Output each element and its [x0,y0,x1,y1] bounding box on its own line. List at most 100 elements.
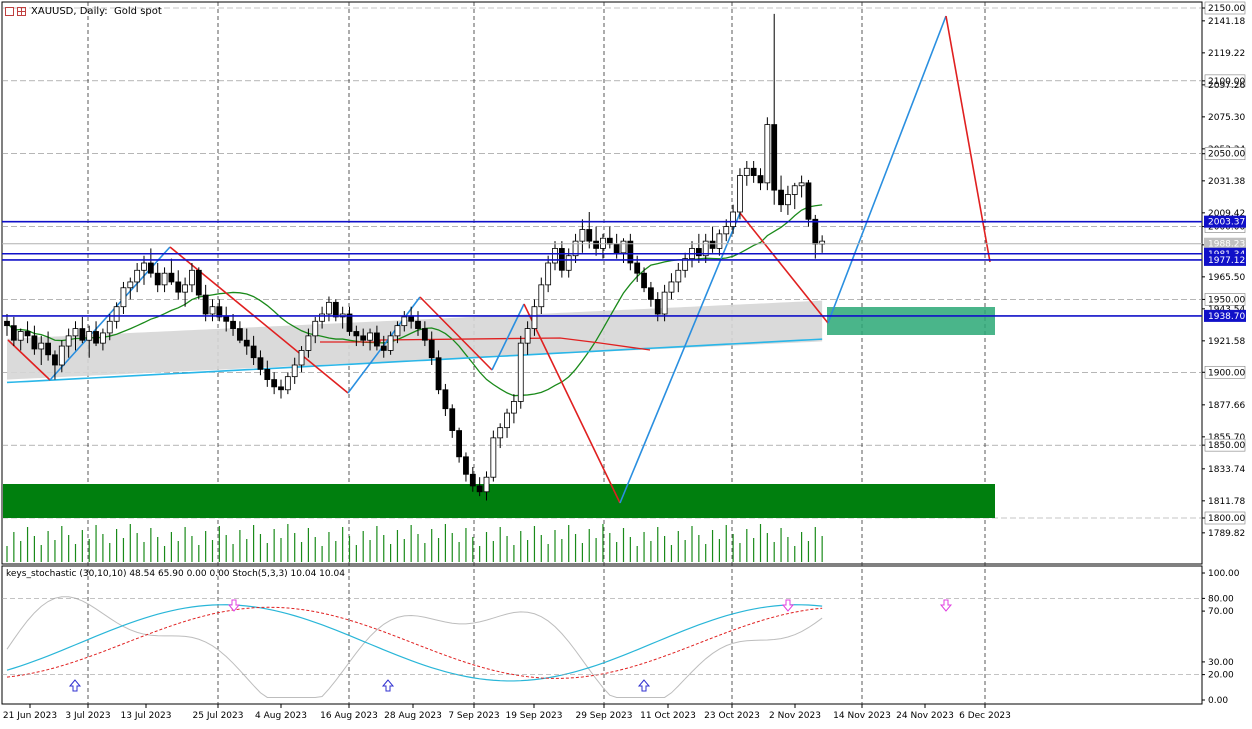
stoch-tick-label: 70.00 [1208,607,1234,617]
candle [805,179,812,227]
zigzag-segment [739,212,829,324]
candle [648,281,654,307]
price-tag-label: 1938.70 [1208,312,1245,322]
date-label: 11 Oct 2023 [640,711,696,721]
date-label: 4 Aug 2023 [255,711,307,721]
demand-zone [3,484,995,518]
candle [565,248,572,278]
candle [702,233,709,263]
zigzag-segment [945,15,991,263]
candle [298,346,305,373]
date-label: 14 Nov 2023 [833,711,891,721]
candle [38,335,45,365]
candle [435,350,442,395]
candle [504,408,510,438]
candle [730,204,736,234]
candle [771,13,778,205]
date-label: 29 Sep 2023 [575,711,632,721]
candle [510,394,517,424]
candle [332,299,339,322]
price-tick-label: 1950.00 [1208,295,1245,305]
table-icon[interactable] [5,7,14,16]
stoch-tick-label: 20.00 [1208,671,1234,681]
candle [723,219,730,242]
main-frame [1,1,1203,565]
candle [579,219,586,253]
candle [641,267,647,293]
candle [517,335,524,409]
candle [106,314,113,341]
candle [552,241,558,271]
price-tag-label: 1988.23 [1208,240,1245,250]
candle [586,212,593,249]
candle [764,117,771,191]
candle [695,233,702,263]
signal-arrow [227,599,241,612]
candle [709,226,716,253]
stoch-signal [6,606,823,679]
candle [620,238,627,263]
price-tag-label: 2003.37 [1208,218,1245,228]
stoch-tick-label: 0.00 [1208,696,1228,706]
candle [737,168,743,220]
date-label: 19 Sep 2023 [505,711,562,721]
candle [257,350,264,376]
price-tick-label: 2031.38 [1208,177,1245,187]
horizontal-levels[interactable] [2,220,1202,317]
candle [209,299,216,322]
price-tick-label: 2050.00 [1208,150,1245,160]
candle [476,477,483,497]
candle [223,306,230,332]
price-tick-label: 1855.70 [1208,433,1245,443]
price-tag [1204,215,1246,228]
candle [4,314,10,336]
price-tick-label: 1850.00 [1208,441,1245,451]
candle [675,263,682,293]
candle [750,161,757,183]
price-tick-label: 1877.66 [1208,401,1245,411]
price-tick-label: 1943.54 [1208,305,1245,315]
candle [373,325,380,351]
candle [271,372,278,395]
date-label: 6 Dec 2023 [959,711,1011,721]
zigzag-segment [827,15,947,324]
candle [428,331,435,365]
candle [538,277,545,314]
candle [175,270,182,300]
signal-arrow [781,599,795,612]
candle [387,331,394,355]
candle [120,281,127,314]
price-tag [1204,237,1246,250]
zigzag-segment [419,296,493,371]
price-tick-label: 2141.18 [1208,17,1245,27]
candle [408,306,415,329]
stochastic-label: keys_stochastic (30,10,10) 48.54 65.90 0… [6,569,345,579]
zones [3,300,995,518]
candle [401,311,408,332]
candle [778,175,784,212]
candle [168,258,175,285]
stoch-fast [6,596,823,698]
date-label: 23 Oct 2023 [704,711,760,721]
price-tick-label: 2009.42 [1208,209,1245,219]
signal-arrow [68,679,82,692]
date-label: 3 Jul 2023 [65,711,110,721]
price-tick-label: 1900.00 [1208,368,1245,378]
date-label: 24 Nov 2023 [896,711,954,721]
price-tag [1204,253,1246,266]
candle [86,325,93,358]
price-tick-label: 1800.00 [1208,514,1245,524]
signal-arrow [637,679,651,692]
candle [668,273,675,300]
candle [236,321,243,344]
candles [4,13,826,501]
candle [469,467,476,492]
candle [346,306,353,336]
zigzag-segment [523,303,621,504]
grid-icon[interactable] [17,7,26,16]
date-axis: 21 Jun 2023 3 Jul 2023 13 Jul 2023 25 Jul 2… [3,704,1011,721]
candle [545,255,552,293]
signal-arrow [381,679,395,692]
